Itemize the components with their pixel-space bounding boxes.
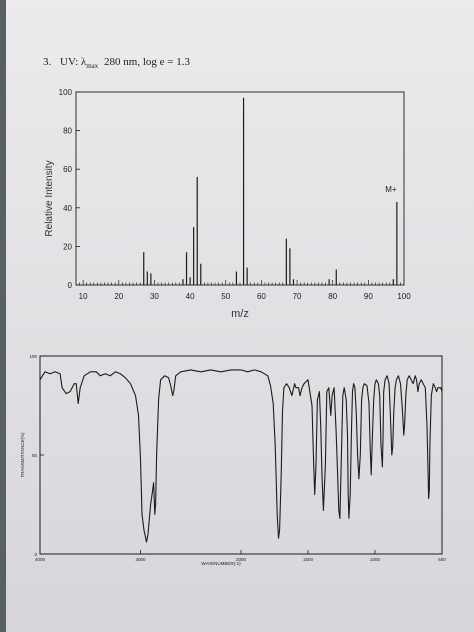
ms-y-tick-label: 40 xyxy=(63,204,72,213)
ms-plot-frame xyxy=(75,91,405,286)
ms-y-tick-label: 80 xyxy=(63,127,72,136)
ms-x-tick-label: 90 xyxy=(364,292,373,301)
ir-transmittance-trace xyxy=(39,369,443,543)
uv-label: UV: λ xyxy=(60,56,87,68)
ms-x-tick-label: 40 xyxy=(186,292,195,301)
ms-y-tick-label: 20 xyxy=(63,242,72,251)
ir-x-tick-label: 1000 xyxy=(370,557,381,562)
ir-spectrum-svg: 4000 3000 2000 1500 1000 500 0 50 100 WAVENUMBER(… xyxy=(20,354,446,566)
ir-x-axis-title: WAVENUMBER(-1) xyxy=(201,561,241,566)
lambda-subscript: max xyxy=(86,62,99,71)
ir-x-tick-label: 3000 xyxy=(135,557,146,562)
ms-y-tick-label: 100 xyxy=(59,88,73,97)
worksheet-page: 3. UV: λmax 280 nm, log e = 1.3 10 20 30 40… xyxy=(6,0,474,632)
ir-spectrum-chart: 4000 3000 2000 1500 1000 500 0 50 100 WAVENUMBER(… xyxy=(14,350,454,570)
ms-molecular-ion-label: M+ xyxy=(385,185,397,194)
ms-x-tick-label: 10 xyxy=(79,292,88,301)
ir-x-tick-label: 1500 xyxy=(303,557,314,562)
ir-x-tick-label: 4000 xyxy=(35,557,46,562)
ir-y-axis-title: TRANSMITTANCE(%) xyxy=(20,432,25,477)
ms-x-tick-label: 20 xyxy=(114,292,123,301)
ms-x-tick-label: 70 xyxy=(293,292,302,301)
ms-y-tick-label: 0 xyxy=(68,281,73,290)
ir-x-tick-label: 2000 xyxy=(236,557,247,562)
ir-y-tick-label: 0 xyxy=(34,552,37,557)
ms-x-tick-label: 100 xyxy=(397,292,411,301)
ms-x-axis-title: m/z xyxy=(231,308,249,320)
ms-x-tick-label: 50 xyxy=(221,292,230,301)
ir-y-tick-label: 100 xyxy=(29,354,37,359)
ms-x-tick-label: 60 xyxy=(257,292,266,301)
uv-values: 280 nm, log e = 1.3 xyxy=(104,56,190,68)
ms-x-tick-label: 80 xyxy=(328,292,337,301)
ms-y-axis-title: Relative Intensity xyxy=(44,160,55,236)
ir-x-tick-label: 500 xyxy=(438,557,446,562)
mass-spectrum-svg: 10 20 30 40 50 60 70 80 90 100 0 20 40 60 80 100 M+ m/z Re… xyxy=(44,88,411,320)
ir-y-tick-label: 50 xyxy=(32,453,38,458)
mass-spectrum-chart: 10 20 30 40 50 60 70 80 90 100 0 20 40 60 80 100 M+ m/z Re… xyxy=(36,80,426,330)
ms-x-tick-label: 30 xyxy=(150,292,159,301)
question-number: 3. xyxy=(43,56,52,68)
uv-question: 3. UV: λmax 280 nm, log e = 1.3 xyxy=(43,56,190,70)
ms-y-tick-label: 60 xyxy=(63,165,72,174)
